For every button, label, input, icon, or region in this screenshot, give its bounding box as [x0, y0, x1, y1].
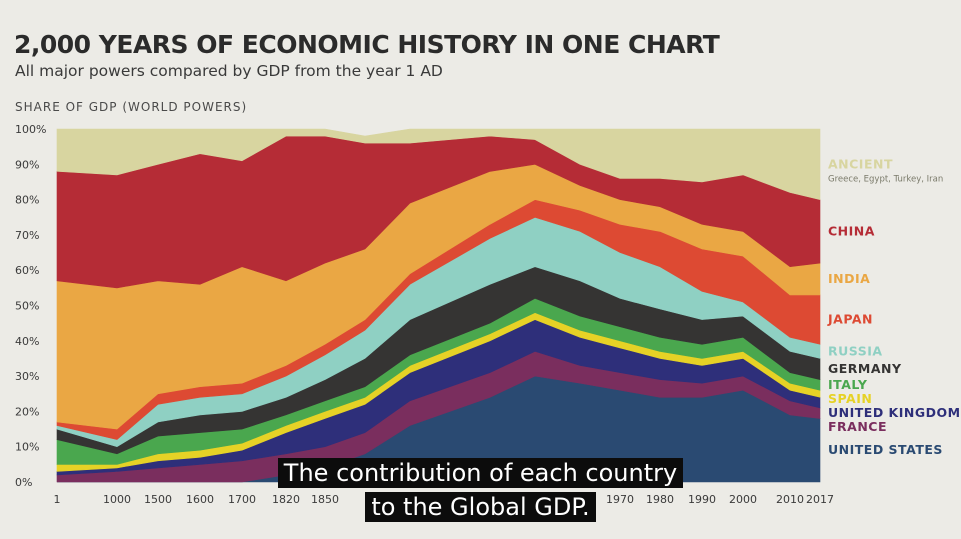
y-axis-title: SHARE OF GDP (WORLD POWERS): [15, 100, 248, 114]
legend-label-spain: SPAIN: [828, 391, 872, 406]
x-tick-label: 1850: [311, 493, 339, 506]
x-tick-label: 1980: [646, 493, 674, 506]
x-tick-label: 1970: [606, 493, 634, 506]
area-ancient: [56, 128, 821, 200]
x-tick-label: 1600: [186, 493, 214, 506]
y-tick-label: 90%: [15, 158, 39, 171]
caption-text-2: to the Global GDP.: [365, 492, 596, 522]
x-tick-label: 1000: [103, 493, 131, 506]
x-tick-label: 1990: [688, 493, 716, 506]
subtitle-caption-line-1: The contribution of each country: [0, 458, 961, 488]
legend-label-france: FRANCE: [828, 419, 887, 434]
y-tick-label: 100%: [15, 123, 46, 136]
legend-label-italy: ITALY: [828, 377, 868, 392]
y-tick-label: 60%: [15, 264, 39, 277]
area-series-group: [56, 128, 821, 483]
legend: ANCIENT Greece, Egypt, Turkey, Iran CHINA I…: [827, 156, 961, 457]
legend-label-germany: GERMANY: [828, 361, 902, 376]
legend-note-ancient: Greece, Egypt, Turkey, Iran: [828, 174, 943, 184]
y-tick-label: 10%: [15, 441, 39, 454]
legend-label-china: CHINA: [828, 223, 875, 238]
y-tick-label: 70%: [15, 229, 39, 242]
x-axis-ticks: 1100015001600170018201850196019701980199…: [54, 493, 835, 506]
x-tick-label: 1700: [228, 493, 256, 506]
legend-label-russia: RUSSIA: [828, 343, 883, 358]
x-tick-label: 2017: [806, 493, 834, 506]
y-tick-label: 40%: [15, 335, 39, 348]
y-tick-label: 20%: [15, 405, 39, 418]
chart-title: 2,000 YEARS OF ECONOMIC HISTORY IN ONE C…: [14, 30, 720, 59]
legend-label-japan: JAPAN: [827, 312, 873, 327]
x-tick-label: 1820: [272, 493, 300, 506]
y-tick-label: 80%: [15, 194, 39, 207]
x-tick-label: 1: [54, 493, 61, 506]
chart-subtitle: All major powers compared by GDP from th…: [15, 62, 443, 80]
legend-label-united-states: UNITED STATES: [828, 442, 943, 457]
x-tick-label: 2000: [729, 493, 757, 506]
legend-label-united-kingdom: UNITED KINGDOM: [828, 405, 961, 420]
x-tick-label: 1500: [144, 493, 172, 506]
subtitle-caption-line-2: to the Global GDP.: [0, 492, 961, 522]
y-axis-ticks: 0% 10% 20% 30% 40% 50% 60% 70% 80% 90% 100%: [15, 123, 46, 489]
caption-text-1: The contribution of each country: [277, 458, 684, 488]
y-tick-label: 30%: [15, 370, 39, 383]
x-tick-label: 2010: [776, 493, 804, 506]
y-tick-label: 50%: [15, 300, 39, 313]
y-tick-label: 0%: [15, 476, 32, 489]
legend-label-india: INDIA: [828, 271, 870, 286]
legend-label-ancient: ANCIENT: [828, 156, 893, 171]
